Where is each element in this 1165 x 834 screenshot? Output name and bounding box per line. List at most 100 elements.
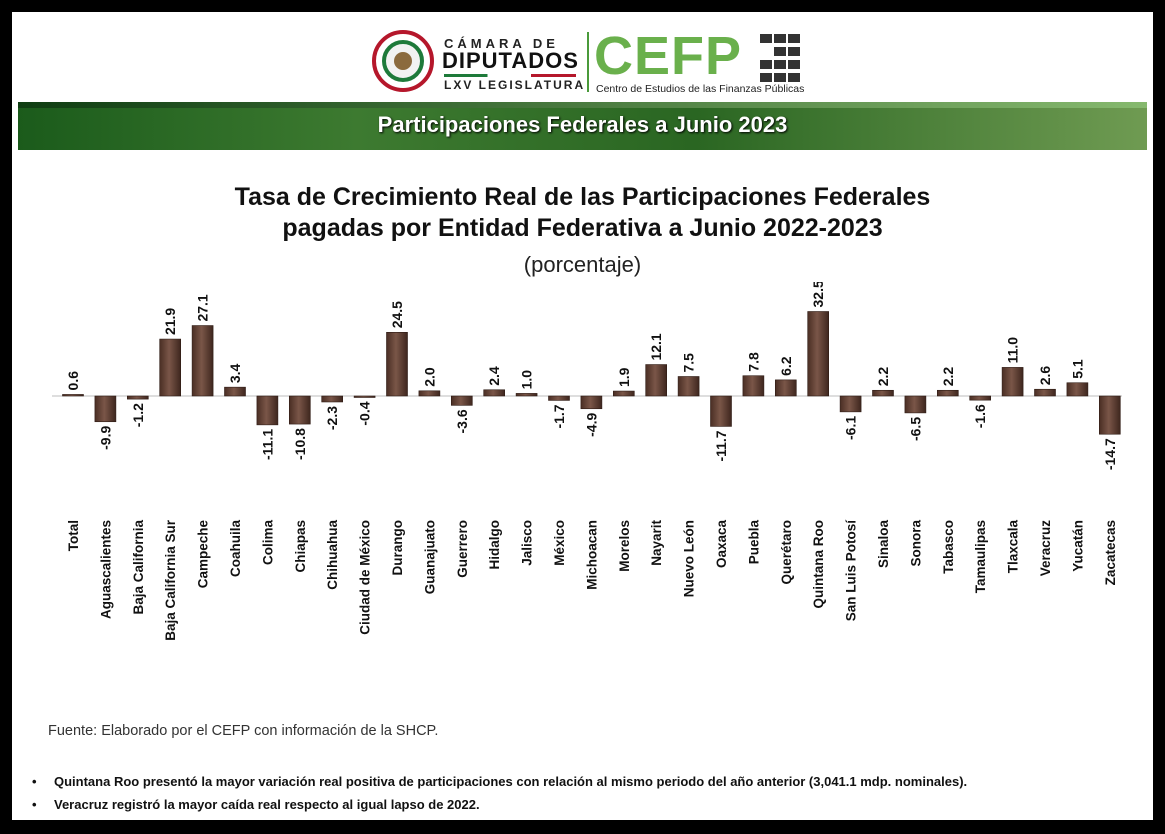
category-label: Chiapas bbox=[293, 520, 308, 573]
category-label: Oaxaca bbox=[714, 520, 729, 569]
data-label: -10.8 bbox=[292, 428, 308, 460]
category-label: Coahuila bbox=[228, 520, 243, 577]
data-label: -11.7 bbox=[713, 430, 729, 461]
slide-frame: CÁMARA DE DIPUTADOS LXV LEGISLATURA CEFP… bbox=[12, 12, 1153, 820]
bar bbox=[872, 389, 894, 397]
bar bbox=[256, 395, 279, 426]
bar bbox=[807, 311, 830, 397]
bar bbox=[418, 390, 441, 397]
data-label: -1.2 bbox=[130, 403, 146, 427]
category-label: Zacatecas bbox=[1103, 520, 1118, 585]
data-label: 2.6 bbox=[1037, 366, 1053, 386]
bar bbox=[839, 395, 862, 413]
bar bbox=[677, 376, 700, 397]
bar bbox=[969, 395, 992, 401]
category-label: Ciudad de México bbox=[358, 520, 373, 635]
bar bbox=[1034, 388, 1056, 397]
category-label: Chihuahua bbox=[325, 520, 340, 590]
data-label: -6.5 bbox=[907, 417, 923, 441]
bar bbox=[450, 395, 473, 406]
bar bbox=[1099, 395, 1121, 435]
category-label: Nuevo León bbox=[682, 520, 697, 597]
data-label: 2.2 bbox=[875, 367, 891, 387]
category-label: Veracruz bbox=[1038, 520, 1053, 577]
category-label: Hidalgo bbox=[487, 520, 502, 570]
category-label: Durango bbox=[390, 520, 405, 576]
data-label: 0.6 bbox=[65, 371, 81, 391]
category-label: Tlaxcala bbox=[1006, 520, 1021, 574]
category-label: Sonora bbox=[908, 520, 923, 567]
bullet-icon: • bbox=[32, 774, 37, 789]
tricolor-bar bbox=[444, 74, 576, 77]
bar bbox=[936, 389, 959, 397]
bar bbox=[548, 395, 570, 401]
bar bbox=[127, 395, 149, 400]
cefp-brick-icon bbox=[760, 34, 802, 82]
data-label: -1.7 bbox=[551, 404, 567, 428]
bar bbox=[612, 390, 635, 397]
bar bbox=[483, 389, 506, 397]
data-label: -6.1 bbox=[843, 416, 859, 440]
camara-line3: LXV LEGISLATURA bbox=[444, 78, 586, 92]
data-label: -9.9 bbox=[97, 426, 113, 450]
category-label: Quintana Roo bbox=[811, 520, 826, 609]
bar bbox=[1001, 367, 1024, 397]
category-label: Yucatán bbox=[1070, 520, 1085, 572]
category-label: Nayarit bbox=[649, 520, 664, 566]
data-label: -11.1 bbox=[259, 429, 275, 460]
data-label: -4.9 bbox=[583, 413, 599, 437]
logo-divider bbox=[587, 32, 589, 92]
data-label: 11.0 bbox=[1005, 337, 1021, 364]
data-label: 1.0 bbox=[519, 370, 535, 390]
data-label: 3.4 bbox=[227, 363, 243, 383]
bar-chart: 0.6 Total -9.9 Aguascalientes -1.2 Baja Calif… bbox=[52, 282, 1122, 641]
data-label: -3.6 bbox=[454, 409, 470, 433]
data-label: 27.1 bbox=[195, 294, 211, 321]
category-label: Guanajuato bbox=[422, 520, 437, 594]
source-note: Fuente: Elaborado por el CEFP con inform… bbox=[48, 723, 439, 739]
data-label: 24.5 bbox=[389, 301, 405, 328]
category-label: Baja California bbox=[131, 520, 146, 615]
note-item: • Quintana Roo presentó la mayor variació… bbox=[32, 770, 967, 793]
data-label: 7.8 bbox=[745, 352, 761, 372]
chart-title: Tasa de Crecimiento Real de las Particip… bbox=[12, 182, 1153, 244]
camara-line2: DIPUTADOS bbox=[442, 48, 579, 73]
bar bbox=[288, 395, 311, 425]
bar bbox=[645, 364, 668, 397]
category-label: Colima bbox=[260, 520, 275, 566]
category-label: Jalisco bbox=[520, 520, 535, 566]
chart-title-line2: pagadas por Entidad Federativa a Junio 2… bbox=[282, 214, 883, 242]
bar bbox=[224, 386, 246, 397]
eagle-icon bbox=[394, 52, 412, 70]
camara-line1: CÁMARA DE bbox=[444, 36, 559, 51]
note-text: Veracruz registró la mayor caída real re… bbox=[54, 797, 480, 812]
data-label: 7.5 bbox=[681, 353, 697, 373]
title-banner: Participaciones Federales a Junio 2023 bbox=[18, 102, 1147, 150]
header-logos: CÁMARA DE DIPUTADOS LXV LEGISLATURA CEFP… bbox=[12, 12, 1153, 107]
bar bbox=[904, 395, 927, 414]
camara-seal-logo bbox=[372, 30, 434, 92]
category-label: Tabasco bbox=[941, 520, 956, 574]
data-label: 21.9 bbox=[162, 308, 178, 335]
cefp-logo: CEFP bbox=[594, 26, 743, 86]
category-label: Guerrero bbox=[455, 520, 470, 578]
category-label: México bbox=[552, 520, 567, 566]
banner-title: Participaciones Federales a Junio 2023 bbox=[377, 112, 788, 137]
bar bbox=[386, 331, 408, 397]
bar bbox=[710, 395, 732, 427]
cefp-subtitle: Centro de Estudios de las Finanzas Públi… bbox=[596, 83, 805, 95]
bar bbox=[742, 375, 765, 397]
bar bbox=[353, 395, 376, 398]
bar bbox=[1066, 382, 1089, 397]
bar bbox=[191, 325, 214, 397]
data-label: 6.2 bbox=[778, 356, 794, 376]
bar bbox=[159, 338, 181, 397]
data-label: 2.2 bbox=[940, 367, 956, 387]
data-label: 2.4 bbox=[486, 366, 502, 386]
bar bbox=[94, 395, 117, 423]
category-label: Puebla bbox=[746, 520, 761, 565]
bar bbox=[774, 379, 797, 397]
chart-subtitle: (porcentaje) bbox=[523, 252, 642, 277]
category-label: Total bbox=[66, 520, 81, 551]
banner-stripe bbox=[18, 102, 1147, 108]
